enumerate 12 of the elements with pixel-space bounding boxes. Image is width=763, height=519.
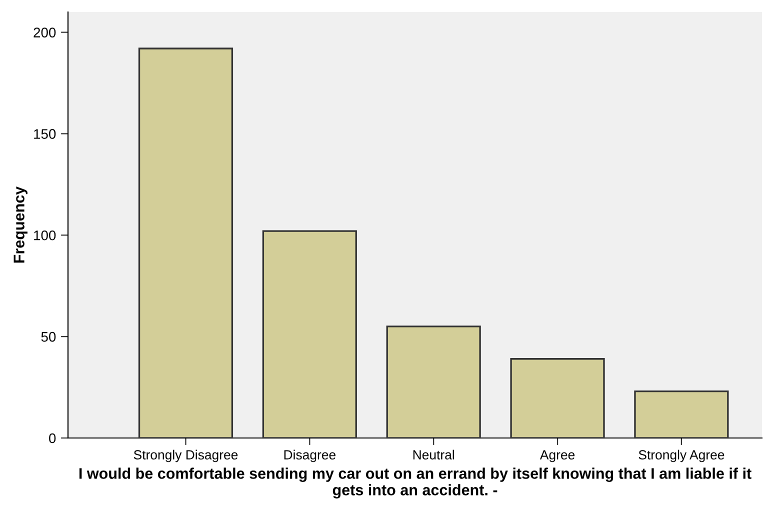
y-tick-label: 100 (34, 230, 56, 240)
x-axis-title: I would be comfortable sending my car out on an errand by itself knowing that I am liable if it gets into an accident. - (79, 468, 752, 498)
y-tick-label: 200 (34, 28, 56, 38)
x-tick-label: Agree (540, 450, 575, 462)
x-tick-label: Neutral (413, 450, 454, 460)
x-tick-label: Strongly Disagree (134, 450, 238, 462)
y-tick-label: 50 (41, 332, 56, 342)
y-tick-label: 150 (34, 129, 56, 139)
x-tick-label: Disagree (284, 450, 336, 462)
x-tick-label: Strongly Agree (638, 450, 724, 462)
y-tick-label: 0 (49, 433, 56, 444)
y-axis-title: Frequency (14, 186, 28, 263)
